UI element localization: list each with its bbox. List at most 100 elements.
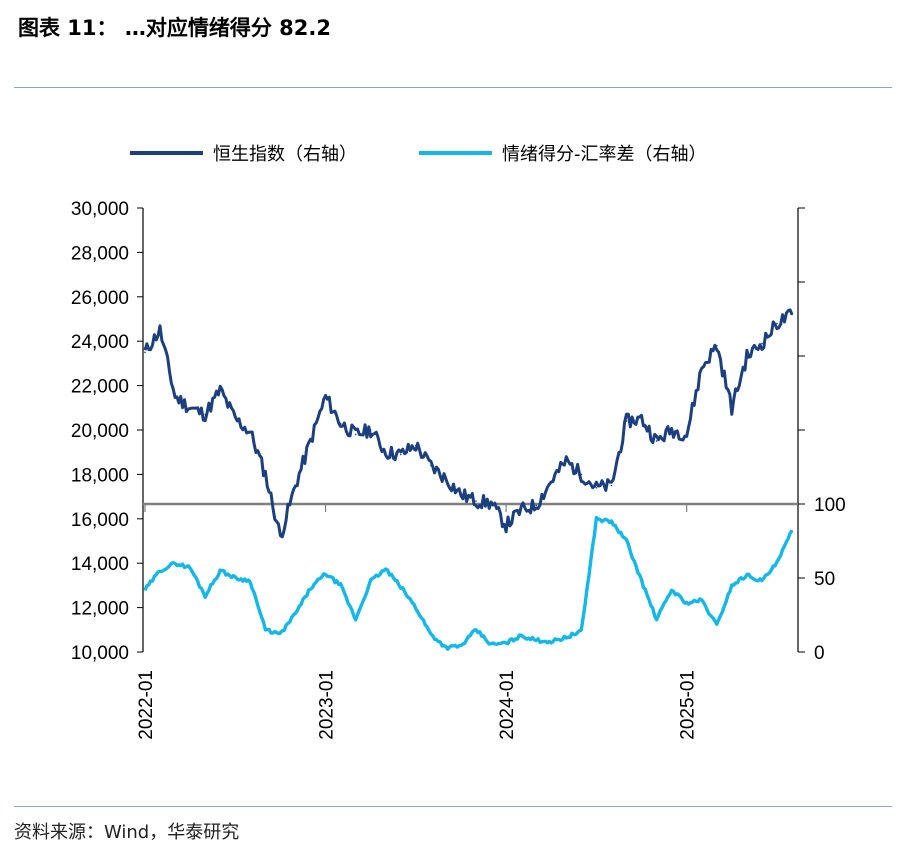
- left-axis-tick-label: 20,000: [71, 421, 129, 442]
- point-hsi: [700, 367, 703, 369]
- point-hsi: [595, 486, 598, 489]
- left-axis-tick-label: 22,000: [71, 377, 129, 398]
- point-sentiment: [204, 594, 206, 597]
- point-hsi: [294, 484, 297, 487]
- point-hsi: [670, 429, 673, 431]
- point-hsi: [399, 453, 402, 456]
- point-sentiment: [354, 618, 357, 621]
- point-sentiment: [595, 518, 598, 520]
- point-sentiment: [625, 540, 628, 542]
- point-hsi: [761, 342, 763, 345]
- point-hsi: [219, 389, 222, 391]
- point-hsi: [490, 502, 492, 505]
- point-hsi: [174, 395, 176, 398]
- point-hsi: [339, 422, 342, 425]
- point-sentiment: [159, 569, 161, 572]
- point-sentiment: [791, 529, 793, 532]
- point-sentiment: [505, 642, 507, 644]
- point-hsi: [279, 535, 282, 538]
- point-sentiment: [264, 629, 267, 631]
- point-hsi: [159, 329, 161, 331]
- footer-rule: [14, 806, 892, 807]
- point-sentiment: [384, 568, 387, 570]
- point-hsi: [776, 322, 778, 325]
- header-rule: [14, 87, 892, 88]
- point-sentiment: [399, 586, 402, 588]
- point-hsi: [309, 440, 312, 442]
- point-sentiment: [460, 645, 462, 647]
- point-sentiment: [776, 562, 778, 564]
- right-axis-tick-label: 0: [814, 643, 825, 664]
- chart-title: 图表 11： …对应情绪得分 82.2: [18, 16, 331, 40]
- point-hsi: [640, 418, 643, 420]
- point-sentiment: [189, 566, 191, 569]
- point-sentiment: [369, 580, 372, 582]
- point-hsi: [324, 395, 327, 398]
- point-sentiment: [580, 630, 583, 633]
- point-sentiment: [685, 602, 688, 604]
- point-sentiment: [640, 580, 643, 582]
- point-hsi: [384, 451, 387, 454]
- point-hsi: [234, 418, 237, 420]
- point-sentiment: [490, 643, 492, 646]
- source-note: 资料来源：Wind，华泰研究: [14, 822, 240, 843]
- point-sentiment: [610, 520, 613, 523]
- point-sentiment: [731, 584, 733, 587]
- point-hsi: [550, 480, 553, 482]
- x-axis-tick-label: 2023-01: [317, 670, 338, 740]
- x-axis-tick-label: 2022-01: [136, 670, 157, 740]
- point-sentiment: [700, 599, 703, 601]
- point-hsi: [715, 344, 718, 347]
- point-sentiment: [761, 580, 763, 582]
- left-axis-tick-label: 30,000: [71, 199, 129, 220]
- left-axis-tick-label: 24,000: [71, 332, 129, 353]
- left-axis-tick-label: 12,000: [71, 599, 129, 620]
- point-hsi: [535, 504, 538, 507]
- point-sentiment: [746, 574, 748, 576]
- point-sentiment: [415, 606, 417, 609]
- right-axis-tick-label: 100: [814, 495, 846, 516]
- point-hsi: [415, 444, 417, 447]
- point-sentiment: [715, 624, 718, 627]
- left-axis-tick-label: 16,000: [71, 510, 129, 531]
- point-hsi: [580, 473, 583, 476]
- point-hsi: [746, 355, 748, 358]
- point-hsi: [505, 524, 507, 527]
- left-axis-tick-label: 14,000: [71, 554, 129, 575]
- point-sentiment: [475, 629, 477, 631]
- point-hsi: [565, 460, 568, 462]
- point-sentiment: [550, 640, 553, 643]
- point-hsi: [791, 313, 793, 316]
- point-sentiment: [520, 634, 522, 637]
- point-hsi: [625, 420, 628, 422]
- right-axis-tick-label: 50: [814, 569, 835, 590]
- point-sentiment: [339, 584, 342, 587]
- point-sentiment: [144, 589, 146, 591]
- point-hsi: [369, 429, 372, 431]
- point-hsi: [445, 478, 447, 480]
- point-hsi: [460, 493, 462, 496]
- point-hsi: [731, 407, 733, 409]
- point-hsi: [264, 473, 267, 476]
- point-sentiment: [430, 633, 432, 636]
- point-hsi: [685, 433, 688, 436]
- left-axis-tick-label: 18,000: [71, 465, 129, 486]
- legend-label-sentiment: 情绪得分-汇率差（右轴）: [502, 144, 707, 165]
- point-hsi: [144, 351, 146, 354]
- point-hsi: [430, 464, 432, 467]
- left-axis-tick-label: 10,000: [71, 643, 129, 664]
- point-sentiment: [234, 577, 237, 579]
- point-sentiment: [309, 587, 312, 590]
- left-axis-tick-label: 26,000: [71, 288, 129, 309]
- legend-label-hsi: 恒生指数（右轴）: [213, 144, 357, 165]
- point-sentiment: [279, 633, 282, 636]
- left-axis-tick-label: 28,000: [71, 243, 129, 264]
- point-sentiment: [174, 562, 176, 564]
- point-sentiment: [219, 569, 222, 572]
- point-sentiment: [249, 580, 252, 582]
- point-hsi: [475, 500, 477, 502]
- point-sentiment: [294, 612, 297, 615]
- point-sentiment: [670, 589, 673, 591]
- point-sentiment: [565, 636, 568, 638]
